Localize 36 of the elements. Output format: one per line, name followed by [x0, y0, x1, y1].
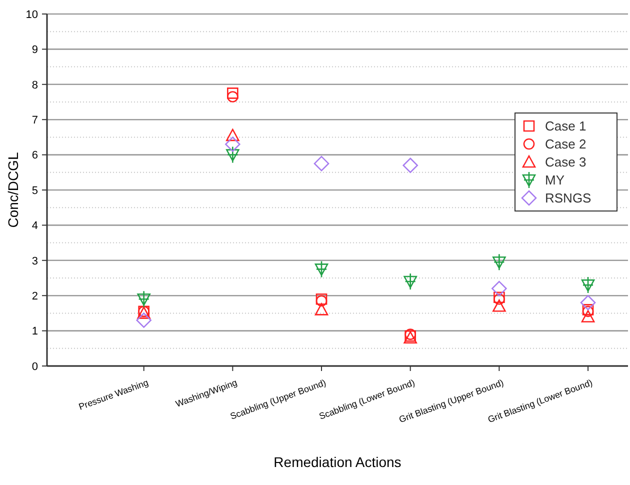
- y-tick-label: 8: [32, 79, 38, 92]
- point: [227, 88, 238, 99]
- y-tick-label: 2: [32, 290, 38, 302]
- point: [581, 310, 595, 322]
- point: [226, 128, 240, 142]
- y-tick-label: 1: [32, 326, 38, 338]
- point: [492, 300, 506, 312]
- y-tick-label: 0: [32, 360, 38, 373]
- y-tick-label: 6: [32, 150, 38, 162]
- point: [402, 158, 418, 174]
- point: [227, 91, 238, 102]
- point: [404, 272, 417, 290]
- y-tick-label: 9: [32, 44, 38, 56]
- y-axis-title: Conc/DCGL: [5, 152, 21, 228]
- point: [226, 146, 240, 164]
- point: [580, 294, 596, 310]
- point: [314, 260, 328, 278]
- point: [314, 156, 330, 172]
- y-tick-label: 10: [26, 8, 38, 21]
- legend-label: RSNGS: [545, 190, 592, 206]
- legend-label: Case 1: [545, 118, 586, 134]
- point: [225, 136, 240, 152]
- point: [492, 254, 506, 271]
- y-tick-label: 4: [32, 220, 38, 232]
- y-tick-label: 5: [32, 184, 38, 197]
- y-tick-label: 3: [32, 255, 38, 268]
- point: [136, 312, 152, 328]
- y-tick-label: 7: [32, 114, 38, 126]
- point: [581, 276, 595, 294]
- legend-label: Case 3: [545, 154, 586, 170]
- point: [492, 280, 507, 296]
- point: [314, 303, 328, 316]
- x-axis-title: Remediation Actions: [274, 454, 402, 470]
- legend-label: Case 2: [545, 136, 586, 152]
- point: [137, 290, 150, 308]
- legend-label: MY: [545, 172, 565, 188]
